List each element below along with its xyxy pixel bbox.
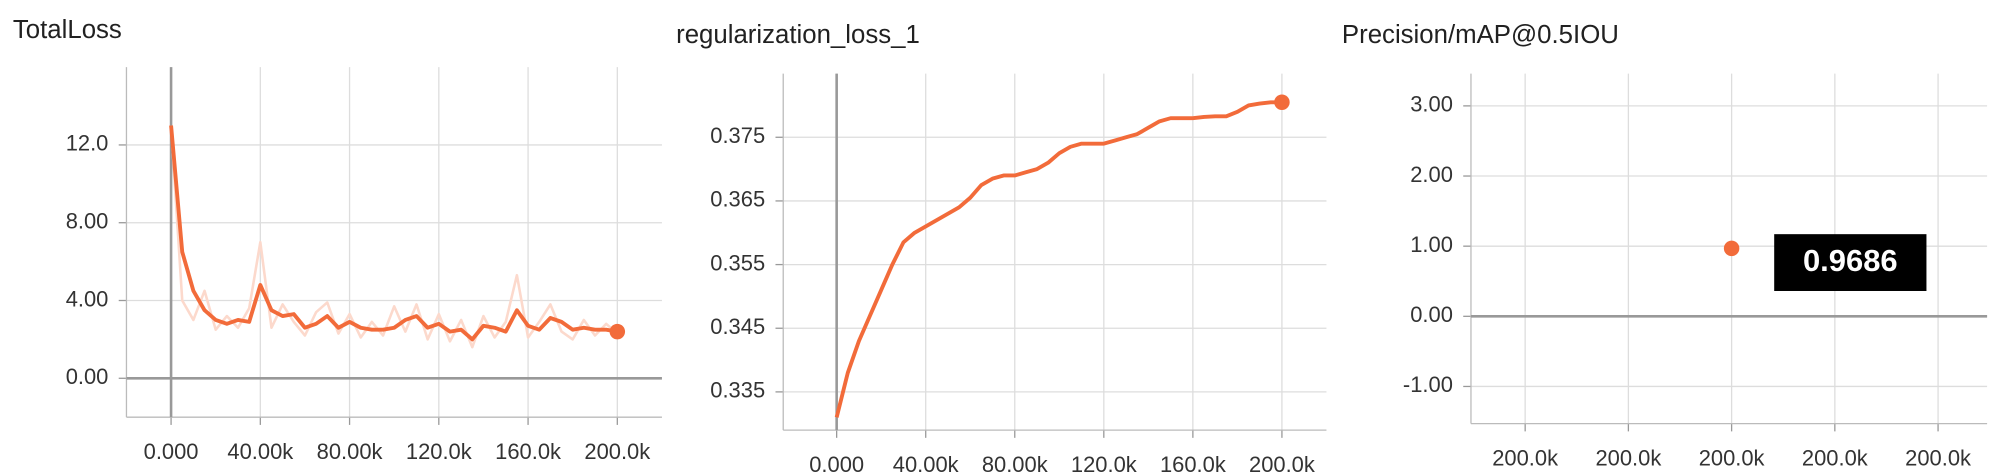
x-tick-label: 200.0k (1595, 446, 1661, 471)
y-tick-label: 0.375 (710, 123, 765, 148)
x-tick-label: 160.0k (495, 439, 561, 464)
x-tick-label: 0.000 (144, 439, 199, 464)
line-series (834, 100, 1282, 418)
end-point (609, 323, 626, 340)
x-tick-label: 120.0k (1071, 452, 1137, 474)
x-tick-label: 200.0k (1492, 446, 1558, 471)
y-tick-label: 3.00 (1410, 92, 1453, 117)
end-point (1274, 94, 1290, 111)
x-tick-label: 200.0k (584, 439, 650, 464)
y-tick-label: 4.00 (66, 286, 109, 311)
y-tick-label: 0.345 (710, 314, 765, 339)
x-tick-label: 80.00k (982, 452, 1048, 474)
chart-title: Precision/mAP@0.5IOU (1342, 21, 1619, 49)
y-tick-label: 2.00 (1410, 162, 1453, 187)
end-point (1723, 240, 1740, 257)
x-tick-label: 40.00k (227, 439, 293, 464)
line-series (169, 125, 619, 349)
chart-title: regularization_loss_1 (676, 21, 920, 49)
x-tick-label: 200.0k (1699, 446, 1765, 471)
y-tick-label: 0.335 (710, 378, 765, 403)
y-tick-label: 12.0 (66, 131, 109, 156)
x-tick-label: 80.00k (317, 439, 383, 464)
x-tick-label: 200.0k (1249, 452, 1315, 474)
tooltip-value: 0.9686 (1803, 243, 1898, 278)
y-tick-label: -1.00 (1403, 372, 1453, 397)
y-tick-label: 0.00 (1410, 302, 1453, 327)
x-tick-label: 120.0k (406, 439, 472, 464)
x-tick-label: 160.0k (1160, 452, 1226, 474)
y-tick-label: 8.00 (66, 209, 109, 234)
y-tick-label: 0.355 (710, 250, 765, 275)
x-tick-label: 200.0k (1802, 446, 1868, 471)
y-tick-label: 0.00 (66, 364, 109, 389)
y-tick-label: 0.365 (710, 187, 765, 212)
chart-title: TotalLoss (13, 16, 122, 44)
x-tick-label: 200.0k (1905, 446, 1971, 471)
line-series (169, 125, 618, 342)
x-tick-label: 40.00k (893, 452, 959, 474)
y-tick-label: 1.00 (1410, 232, 1453, 257)
tooltip (1774, 234, 1927, 291)
x-tick-label: 0.000 (809, 452, 864, 474)
